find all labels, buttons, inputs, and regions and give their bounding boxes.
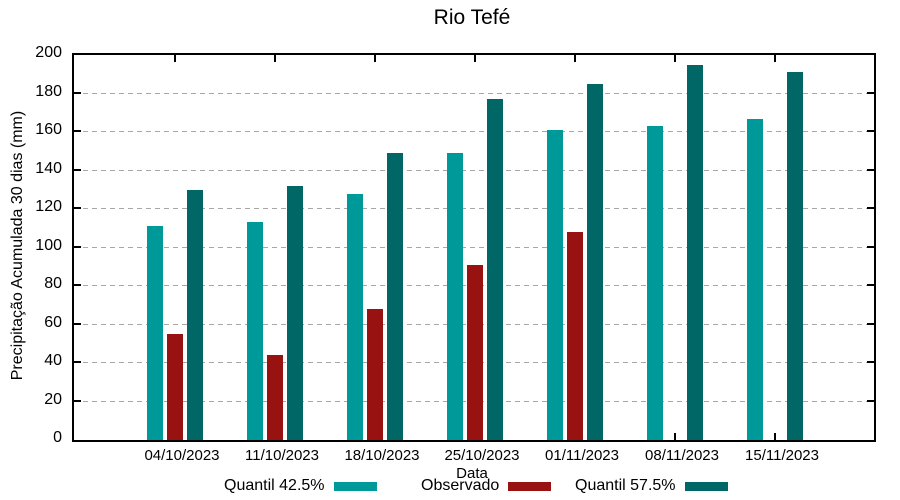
bar-observado-04-10-2023 (167, 334, 183, 440)
x-tick-label: 08/11/2023 (645, 447, 719, 464)
gridline-y-140 (74, 169, 874, 171)
x-tick-label: 01/11/2023 (545, 447, 619, 464)
y-tick-mark (74, 245, 81, 248)
x-tick-mark (174, 55, 176, 62)
gridline-y-160 (74, 131, 874, 132)
y-tick-label: 100 (35, 236, 62, 254)
x-tick-mark (374, 55, 376, 62)
x-tick-label: 25/10/2023 (444, 447, 520, 464)
legend-label-quantil-42-5: Quantil 42.5% (224, 477, 325, 494)
y-tick-label: 20 (44, 390, 62, 408)
y-tick-mark (867, 91, 874, 94)
y-tick-label: 60 (44, 313, 62, 331)
y-tick-mark (74, 284, 81, 286)
legend-item-quantil-57-5: Quantil 57.5% (575, 477, 728, 495)
y-tick-mark (74, 91, 81, 94)
x-tick-mark (674, 433, 676, 440)
plot-area (72, 53, 876, 442)
y-tick-mark (74, 168, 81, 171)
legend-label-quantil-57-5: Quantil 57.5% (575, 477, 676, 494)
y-tick-label: 140 (35, 159, 62, 177)
y-tick-mark (867, 399, 874, 402)
legend-item-quantil-42-5: Quantil 42.5% (224, 477, 377, 495)
bar-quantil-57-5--04-10-2023 (187, 190, 203, 440)
legend-swatch-quantil-42-5-icon (333, 481, 377, 491)
bar-quantil-42-5--01-11-2023 (547, 130, 563, 440)
bar-quantil-57-5--18-10-2023 (387, 153, 403, 440)
bar-observado-25-10-2023 (467, 265, 483, 440)
gridline-y-100 (74, 246, 874, 248)
y-tick-label: 80 (44, 275, 62, 292)
x-tick-label: 04/10/2023 (144, 447, 220, 464)
bar-observado-18-10-2023 (367, 309, 383, 440)
x-tick-mark (474, 55, 476, 62)
bar-quantil-57-5--01-11-2023 (587, 84, 603, 440)
x-tick-mark (774, 433, 776, 440)
legend-swatch-quantil-57-5-icon (684, 481, 728, 491)
x-tick-label: 11/10/2023 (245, 447, 319, 464)
y-tick-label: 40 (44, 352, 62, 369)
y-tick-label: 200 (35, 44, 62, 61)
legend-swatch-observado-icon (508, 481, 552, 491)
y-tick-label: 160 (35, 121, 62, 138)
x-tick-mark (674, 55, 676, 62)
y-tick-label: 120 (35, 198, 62, 215)
y-tick-mark (74, 322, 81, 325)
x-tick-mark (774, 55, 776, 62)
bar-quantil-57-5--08-11-2023 (687, 65, 703, 440)
legend-label-observado: Observado (421, 477, 500, 494)
y-tick-label: 180 (35, 82, 62, 100)
bar-quantil-42-5--15-11-2023 (747, 119, 763, 440)
legend-item-observado: Observado (421, 477, 552, 495)
y-tick-mark (867, 284, 874, 286)
gridline-y-120 (74, 208, 874, 209)
y-tick-mark (867, 361, 874, 363)
y-tick-mark (74, 361, 81, 363)
bar-quantil-57-5--11-10-2023 (287, 186, 303, 440)
x-tick-mark (574, 55, 576, 62)
gridline-y-180 (74, 92, 874, 94)
y-tick-mark (867, 245, 874, 248)
y-tick-mark (74, 130, 81, 132)
chart-title: Rio Tefé (433, 6, 511, 29)
y-tick-mark (867, 207, 874, 209)
y-tick-label: 0 (53, 429, 62, 446)
bar-observado-11-10-2023 (267, 355, 283, 440)
y-tick-mark (74, 207, 81, 209)
x-tick-label: 18/10/2023 (344, 447, 420, 464)
x-tick-label: 15/11/2023 (745, 447, 819, 464)
bar-quantil-42-5--11-10-2023 (247, 222, 263, 440)
y-tick-mark (867, 322, 874, 325)
bar-quantil-42-5--18-10-2023 (347, 194, 363, 440)
bar-quantil-42-5--04-10-2023 (147, 226, 163, 440)
x-tick-mark (274, 55, 276, 62)
bar-quantil-57-5--15-11-2023 (787, 72, 803, 440)
y-tick-mark (867, 130, 874, 132)
bar-observado-01-11-2023 (567, 232, 583, 440)
y-tick-mark (74, 399, 81, 402)
x-axis-label: Data (456, 465, 488, 482)
bar-quantil-42-5--25-10-2023 (447, 153, 463, 440)
bar-quantil-42-5--08-11-2023 (647, 126, 663, 440)
bar-quantil-57-5--25-10-2023 (487, 99, 503, 440)
y-tick-mark (867, 168, 874, 171)
